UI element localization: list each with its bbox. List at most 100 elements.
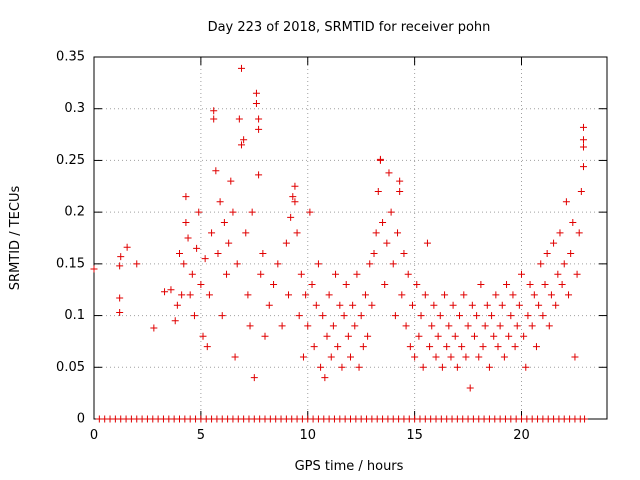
data-point: [485, 363, 493, 371]
data-point: [355, 363, 363, 371]
data-point: [327, 353, 335, 361]
data-point: [248, 208, 256, 216]
data-point: [319, 312, 327, 320]
data-point: [257, 270, 265, 278]
plot-frame: [93, 56, 608, 420]
data-point: [419, 363, 427, 371]
data-point: [515, 301, 523, 309]
data-point: [413, 281, 421, 289]
data-point: [255, 115, 263, 123]
data-point: [537, 260, 545, 268]
data-point: [402, 322, 410, 330]
data-point: [490, 332, 498, 340]
data-point: [246, 322, 254, 330]
data-point: [90, 265, 98, 273]
data-point: [282, 239, 290, 247]
data-point: [255, 171, 263, 179]
data-point: [443, 343, 451, 351]
data-point: [445, 322, 453, 330]
data-points: [90, 64, 589, 423]
data-point: [509, 291, 517, 299]
data-point: [278, 322, 286, 330]
data-point: [406, 343, 414, 351]
data-point: [550, 239, 558, 247]
y-tick-label: 0: [77, 412, 85, 427]
data-point: [554, 270, 562, 278]
data-point: [227, 177, 235, 185]
data-point: [526, 281, 534, 289]
data-point: [411, 353, 419, 361]
data-point: [261, 332, 269, 340]
data-point: [518, 270, 525, 278]
data-point: [475, 353, 483, 361]
data-point: [498, 301, 506, 309]
y-tick-label: 0.05: [56, 360, 85, 375]
data-point: [214, 250, 222, 258]
data-point: [364, 332, 372, 340]
data-point: [426, 343, 434, 351]
data-point: [180, 260, 188, 268]
data-point: [541, 281, 549, 289]
data-point: [447, 353, 455, 361]
data-point: [176, 250, 183, 258]
data-point: [321, 374, 329, 382]
data-point: [212, 167, 220, 175]
data-point: [575, 229, 583, 237]
data-point: [274, 260, 282, 268]
data-point: [372, 229, 380, 237]
data-point: [182, 193, 190, 201]
data-point: [208, 229, 216, 237]
data-point: [161, 288, 169, 296]
data-point: [220, 218, 228, 226]
data-point: [415, 332, 423, 340]
data-point: [441, 291, 449, 299]
data-point: [295, 312, 303, 320]
data-point: [351, 322, 359, 330]
data-point: [193, 244, 201, 252]
x-tick-label: 20: [513, 428, 530, 443]
data-point: [216, 198, 224, 206]
data-point: [376, 156, 384, 164]
data-point: [235, 115, 243, 123]
grid-lines: [94, 57, 607, 419]
data-point: [265, 301, 273, 309]
data-point: [494, 343, 502, 351]
data-point: [404, 270, 412, 278]
data-point: [394, 229, 402, 237]
data-point: [178, 291, 186, 299]
data-point: [184, 234, 192, 242]
data-point: [325, 291, 333, 299]
data-point: [210, 115, 218, 123]
data-point: [479, 343, 487, 351]
data-point: [565, 291, 573, 299]
x-axis-label: GPS time / hours: [295, 459, 404, 474]
data-point: [291, 182, 299, 190]
y-axis: 0 0.05 0.1 0.15 0.2 0.25 0.3 0.35: [56, 50, 607, 427]
data-point: [190, 312, 198, 320]
data-point: [579, 143, 587, 151]
data-point: [524, 312, 532, 320]
data-point: [571, 353, 579, 361]
data-point: [308, 281, 316, 289]
data-point: [396, 177, 404, 185]
data-point: [432, 353, 440, 361]
data-point: [374, 187, 382, 195]
data-point: [483, 301, 491, 309]
data-point: [195, 208, 203, 216]
data-point: [503, 281, 511, 289]
data-point: [492, 291, 500, 299]
data-point: [304, 322, 312, 330]
data-point: [205, 291, 213, 299]
data-point: [306, 208, 314, 216]
data-point: [421, 291, 429, 299]
data-point: [573, 270, 581, 278]
data-point: [329, 322, 337, 330]
data-point: [361, 291, 369, 299]
data-point: [117, 253, 125, 261]
data-point: [430, 301, 438, 309]
data-point: [528, 322, 536, 330]
data-point: [133, 260, 141, 268]
data-point: [468, 301, 476, 309]
data-point: [466, 384, 474, 392]
